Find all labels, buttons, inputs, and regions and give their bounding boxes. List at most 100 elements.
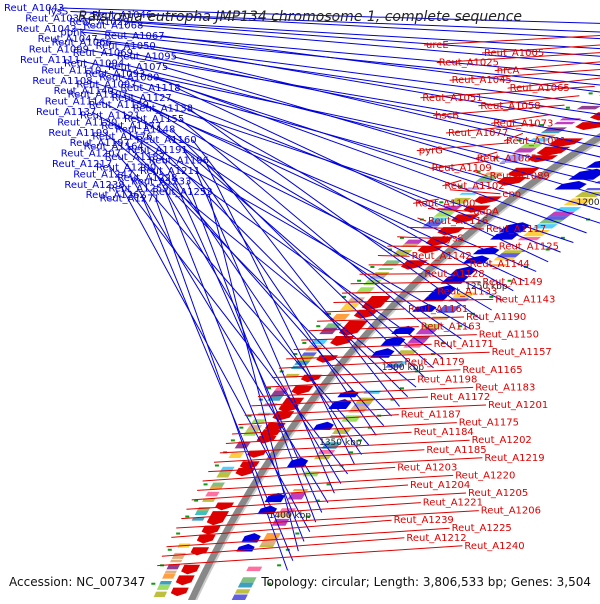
reverse-cog-band [157, 585, 171, 590]
right-gene-label: Reut_A1171 [434, 339, 494, 350]
right-label-connector [360, 274, 423, 275]
reverse-cog-band [331, 314, 350, 320]
right-gene-label: Reut_A1204 [410, 480, 470, 491]
right-gene-label: Reut_A1198 [417, 374, 477, 385]
reverse-gene-arrow [575, 122, 600, 130]
right-gene-label: Reut_A1128 [424, 269, 484, 280]
right-gene-label: Reut_A1239 [394, 515, 454, 526]
reverse-cog-band [154, 592, 168, 598]
tick-mark [316, 325, 320, 327]
right-gene-label: Reut_A1161 [408, 304, 468, 315]
map-title: Ralstonia eutropha JMP134 chromosome 1, … [0, 9, 600, 25]
right-gene-label: eno [502, 189, 521, 200]
reverse-cog-band [172, 553, 186, 559]
reverse-cog-band [541, 131, 562, 133]
right-gene-label: Reut_A1201 [488, 400, 548, 411]
reverse-cog-band [195, 511, 209, 515]
reverse-gene-arrow [171, 588, 189, 597]
forward-cog-band [318, 450, 336, 454]
forward-cog-band [240, 577, 256, 582]
forward-cog-band [263, 533, 281, 540]
right-gene-label: hscB [435, 110, 459, 121]
reverse-gene-arrow [207, 518, 226, 526]
right-gene-label: Reut_A1163 [421, 322, 481, 333]
left-gene-label: Reut_A1138 [133, 104, 193, 115]
reverse-cog-band [554, 122, 576, 124]
right-gene-label: Reut_A1109 [432, 163, 492, 174]
tick-mark [176, 533, 180, 535]
tick-mark [589, 92, 593, 94]
right-label-connector [378, 256, 410, 257]
reverse-cog-band [319, 328, 338, 334]
right-gene-label: Reut_A1117 [486, 224, 546, 235]
tick-mark [168, 549, 172, 551]
forward-cog-band [585, 188, 600, 190]
reverse-cog-band [228, 453, 243, 458]
left-gene-label: Reut_A1160 [136, 135, 196, 146]
reverse-cog-band [513, 148, 536, 152]
right-gene-label: Reut_A1219 [484, 453, 544, 464]
right-gene-label: Reut_A1212 [406, 533, 466, 544]
right-gene-label: Reut_A1157 [492, 347, 552, 358]
reverse-cog-band [252, 419, 267, 423]
tick-mark [370, 266, 374, 268]
reverse-cog-band [170, 560, 182, 563]
tick-mark [215, 465, 219, 467]
right-gene-label: Reut_A1133 [437, 286, 497, 297]
tick-mark [566, 107, 570, 109]
tick-mark [185, 516, 189, 518]
right-gene-label: Reut_A1125 [499, 242, 559, 253]
tick-mark [239, 427, 243, 429]
tick-mark [349, 451, 353, 453]
reverse-cog-band [205, 492, 219, 497]
reverse-gene-arrow [197, 535, 216, 544]
right-gene-label: Reut_A1185 [426, 445, 486, 456]
right-gene-label: Reut_A1203 [397, 462, 457, 473]
tick-mark [357, 280, 361, 282]
reverse-cog-band [162, 574, 175, 579]
left-gene-label: Reut_A1118 [120, 83, 180, 94]
left-gene-label: Reut_A1196 [149, 156, 209, 167]
reverse-gene-arrow [176, 575, 195, 585]
right-gene-label: Reut_A1206 [481, 506, 541, 517]
tick-mark [231, 439, 235, 441]
tick-mark [302, 342, 306, 344]
left-gene-label: Reut_A1067 [104, 31, 164, 42]
right-gene-label: Reut_A1081 [506, 136, 566, 147]
right-gene-label: Reut_A1240 [464, 541, 524, 552]
right-gene-label: Reut_A1142 [412, 251, 472, 262]
tick-mark [204, 483, 208, 485]
forward-gene-arrow [586, 159, 600, 168]
right-gene-label: ureE [426, 40, 449, 51]
left-label-connector [152, 168, 341, 484]
reverse-cog-band [159, 581, 172, 585]
reverse-gene-arrow [291, 386, 313, 395]
left-label-connector [108, 164, 348, 474]
tick-mark [151, 583, 155, 585]
reverse-cog-band [216, 472, 231, 477]
forward-cog-band [231, 595, 248, 601]
tick-mark [267, 387, 271, 389]
accession-label: Accession: NC_007347 [9, 575, 145, 589]
right-gene-label: Reut_A1187 [401, 410, 461, 421]
reverse-gene-arrow [181, 565, 200, 575]
right-gene-label: Reut_A1221 [423, 498, 483, 509]
reverse-cog-band [577, 106, 600, 110]
forward-gene-arrow [554, 181, 586, 190]
right-gene-label: Reut_A1172 [430, 392, 490, 403]
forward-cog-band [246, 567, 262, 572]
left-label-connector [196, 171, 334, 493]
right-label-connector [342, 291, 435, 293]
reverse-cog-band [219, 467, 235, 473]
left-gene-label: Reut_A1095 [117, 52, 177, 63]
topology-label: Topology: circular; Length: 3,806,533 bp… [261, 575, 591, 589]
tick-mark [295, 533, 299, 535]
right-gene-label: Reut_A1179 [404, 357, 464, 368]
forward-cog-band [238, 583, 254, 588]
forward-cog-band [235, 589, 251, 593]
left-gene-label: Reut_A1271 [100, 194, 160, 205]
reverse-cog-band [165, 571, 178, 574]
left-label-connector [129, 174, 328, 502]
